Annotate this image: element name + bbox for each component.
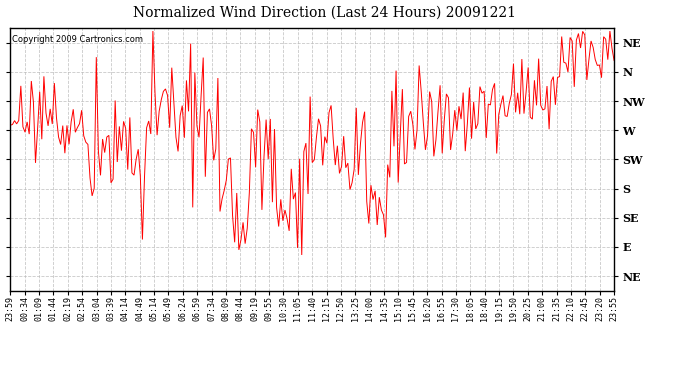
Text: Copyright 2009 Cartronics.com: Copyright 2009 Cartronics.com xyxy=(12,35,143,44)
Text: Normalized Wind Direction (Last 24 Hours) 20091221: Normalized Wind Direction (Last 24 Hours… xyxy=(132,6,516,20)
